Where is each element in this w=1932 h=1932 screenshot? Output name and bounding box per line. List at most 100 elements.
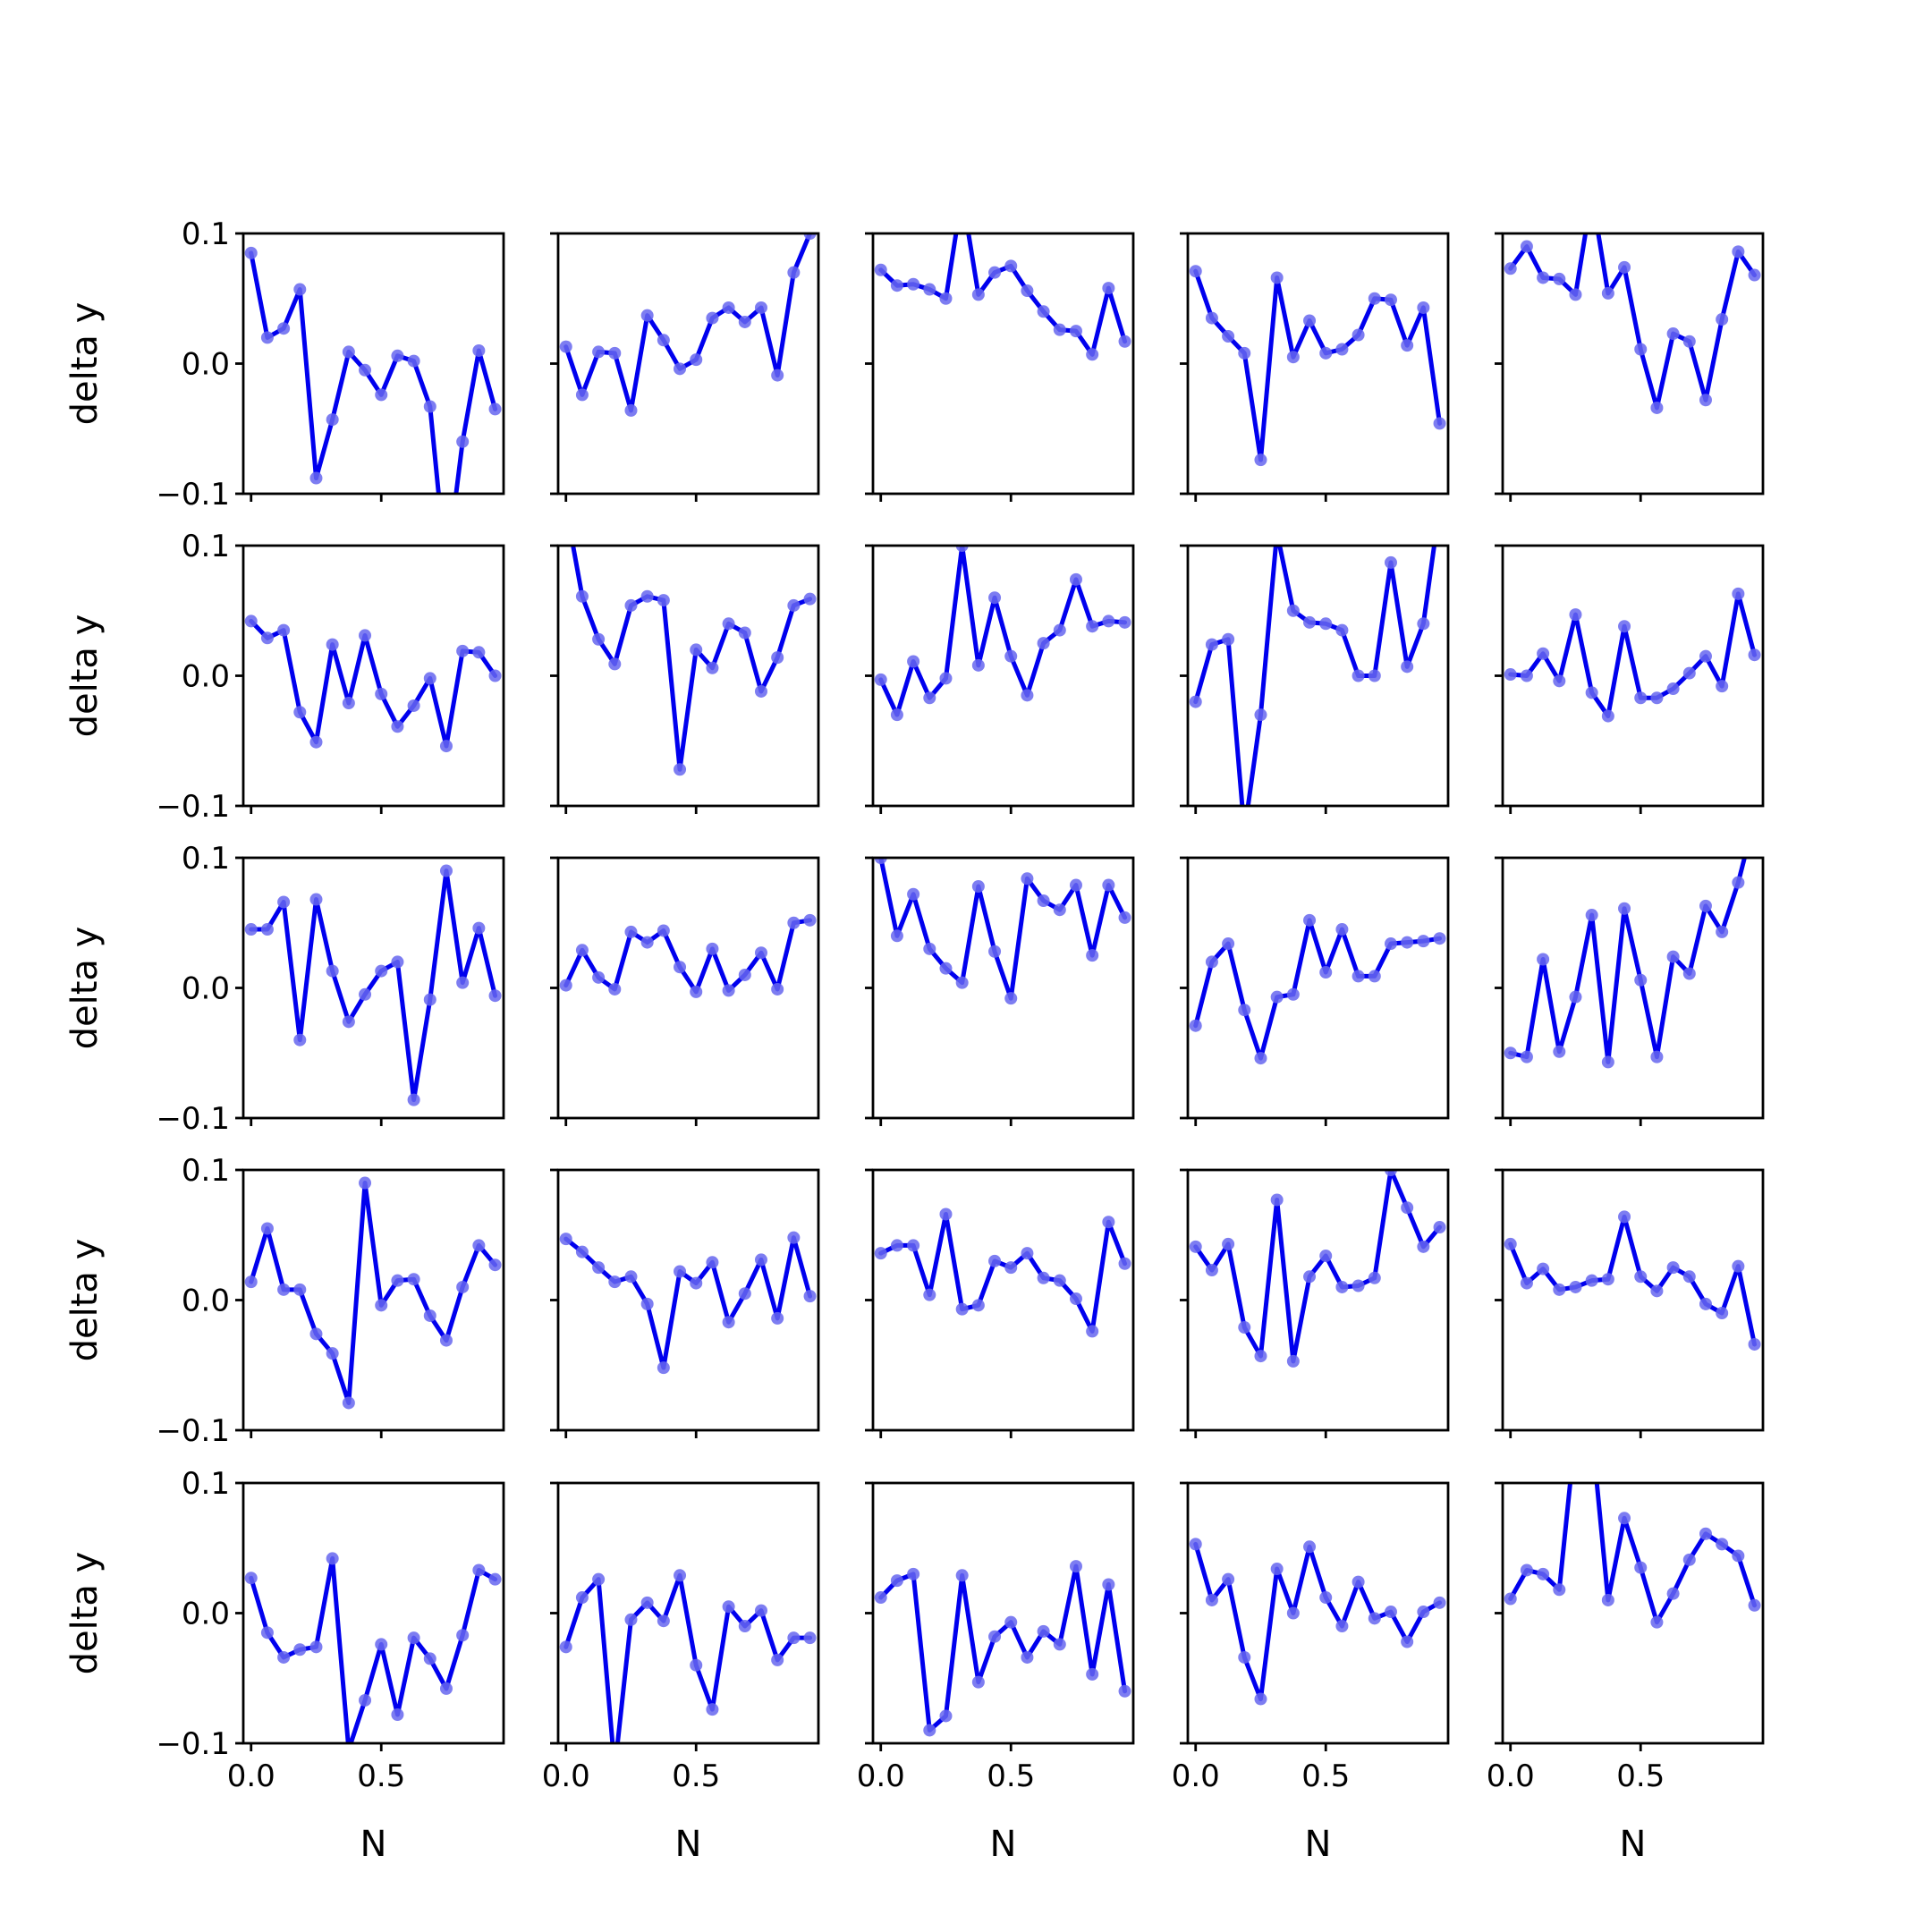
data-point — [488, 669, 502, 682]
data-point — [690, 1658, 703, 1672]
data-point — [391, 349, 404, 362]
data-point — [1433, 1596, 1446, 1609]
data-point — [439, 740, 453, 753]
data-point — [1682, 1270, 1696, 1284]
subplot-1-3 — [865, 232, 1135, 502]
data-point — [1537, 271, 1550, 284]
data-point — [1732, 245, 1745, 258]
plot-area — [1504, 858, 1747, 1069]
plot-area — [1504, 1483, 1761, 1629]
plot-area — [874, 858, 1131, 1005]
data-point — [988, 1630, 1002, 1643]
x-tick-label: 0.5 — [1616, 1758, 1665, 1794]
data-point — [407, 1273, 420, 1286]
data-point — [1732, 1259, 1745, 1273]
data-point — [1004, 992, 1018, 1005]
data-point — [1716, 925, 1729, 938]
data-point — [1716, 680, 1729, 693]
data-point — [971, 658, 985, 672]
data-point — [1634, 973, 1648, 987]
data-point — [1699, 1297, 1712, 1310]
data-point — [1699, 899, 1712, 912]
data-point — [391, 720, 404, 733]
series-line — [249, 250, 498, 494]
data-point — [874, 673, 887, 686]
data-point — [1618, 1512, 1631, 1525]
data-point — [1666, 950, 1680, 963]
data-point — [1368, 1612, 1381, 1625]
plot-area — [874, 1560, 1131, 1737]
data-point — [1286, 1354, 1300, 1368]
data-point — [771, 982, 784, 996]
data-point — [738, 626, 751, 640]
data-point — [706, 1256, 719, 1269]
data-point — [1433, 932, 1446, 945]
data-point — [624, 925, 638, 938]
data-point — [293, 706, 307, 719]
data-point — [874, 263, 887, 276]
data-point — [874, 858, 887, 864]
data-point — [923, 1288, 936, 1301]
plot-area — [559, 913, 817, 998]
data-point — [456, 435, 470, 448]
data-point — [1053, 1274, 1066, 1287]
data-point — [1118, 335, 1131, 348]
plot-area — [1189, 913, 1446, 1065]
data-point — [657, 1361, 670, 1375]
data-point — [1352, 669, 1365, 682]
data-point — [1401, 1201, 1414, 1215]
plot-area — [874, 546, 1131, 722]
subplot-3-3 — [865, 856, 1135, 1126]
series-line — [1193, 546, 1437, 806]
data-point — [1335, 623, 1349, 637]
data-point — [277, 1650, 291, 1664]
subplot-5-5: 0.0 0.5 N — [1487, 1481, 1765, 1865]
data-point — [1319, 966, 1333, 979]
data-point — [1716, 313, 1729, 326]
data-point — [706, 942, 719, 955]
subplot-3-4 — [1180, 856, 1450, 1126]
data-point — [1021, 1650, 1034, 1664]
data-point — [260, 923, 274, 936]
data-point — [423, 1309, 436, 1322]
data-point — [1634, 1561, 1648, 1574]
y-axis-label: delta y — [64, 927, 106, 1050]
data-point — [359, 987, 372, 1001]
y-axis-label: delta y — [64, 1239, 106, 1362]
data-point — [1618, 260, 1631, 274]
data-point — [293, 1283, 307, 1296]
data-point — [592, 970, 606, 984]
data-point — [407, 1631, 420, 1645]
data-point — [423, 400, 436, 413]
data-point — [1222, 632, 1235, 646]
data-point — [722, 1600, 735, 1614]
data-point — [423, 1652, 436, 1665]
series-line — [564, 1235, 813, 1370]
data-point — [1553, 1583, 1566, 1597]
data-point — [407, 1093, 420, 1106]
data-point — [955, 976, 969, 989]
data-point — [1569, 608, 1582, 622]
data-point — [1666, 327, 1680, 341]
data-point — [326, 964, 339, 978]
data-point — [1303, 615, 1317, 629]
data-point — [754, 1253, 767, 1267]
data-point — [1053, 1638, 1066, 1651]
data-point — [690, 643, 703, 657]
data-point — [1102, 1216, 1115, 1229]
data-point — [1682, 967, 1696, 980]
data-point — [738, 315, 751, 328]
data-point — [559, 340, 572, 353]
series-line — [249, 1181, 498, 1405]
data-point — [624, 1613, 638, 1626]
data-point — [690, 1276, 703, 1290]
data-point — [1537, 647, 1550, 660]
data-point — [1238, 1321, 1251, 1335]
data-point — [1601, 1593, 1614, 1606]
data-point — [575, 388, 589, 402]
data-point — [1601, 709, 1614, 723]
data-point — [971, 1675, 985, 1689]
data-point — [1319, 617, 1333, 631]
data-point — [1004, 1261, 1018, 1275]
data-point — [624, 598, 638, 612]
